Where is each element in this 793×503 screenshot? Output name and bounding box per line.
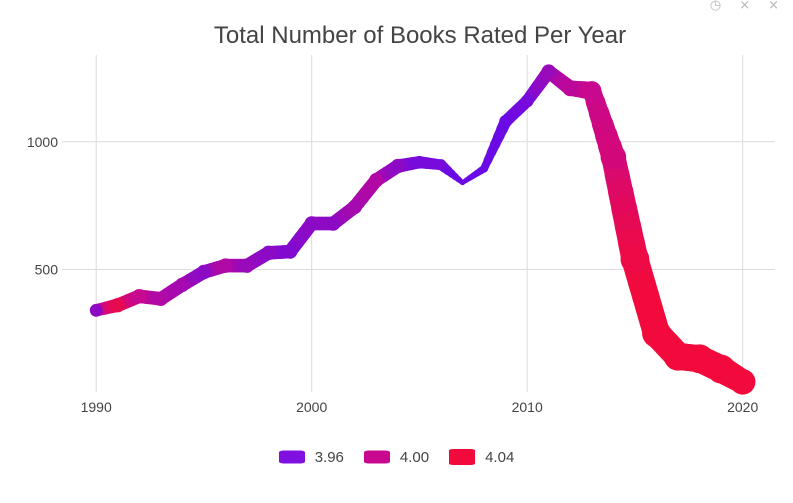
data-point bbox=[239, 258, 255, 273]
close-icon[interactable]: × bbox=[739, 0, 751, 13]
y-tick-label: 1000 bbox=[27, 134, 58, 150]
data-point bbox=[369, 172, 384, 188]
data-point bbox=[685, 344, 714, 374]
data-point bbox=[326, 216, 341, 231]
x-tick-label: 2010 bbox=[512, 399, 543, 415]
axis-labels: 1990 2000 2010 2020 500 1000 bbox=[27, 134, 759, 415]
data-point bbox=[729, 368, 756, 395]
legend-swatch bbox=[363, 450, 390, 464]
data-point bbox=[304, 216, 319, 231]
x-tick-label: 1990 bbox=[81, 399, 112, 415]
legend-label: 4.04 bbox=[485, 448, 515, 466]
data-point bbox=[390, 158, 406, 174]
legend-label: 3.96 bbox=[314, 448, 344, 466]
data-point bbox=[600, 144, 627, 170]
data-point bbox=[218, 258, 233, 273]
legend-swatch bbox=[449, 449, 476, 465]
data-point bbox=[347, 199, 362, 215]
data-point bbox=[413, 155, 426, 169]
data-point bbox=[89, 303, 103, 317]
modebar: ◷ × × bbox=[710, 0, 779, 12]
data-point bbox=[582, 81, 602, 101]
data-point bbox=[562, 80, 579, 97]
legend-label: 4.00 bbox=[399, 448, 430, 466]
line-chart: Total Number of Books Rated Per Year 199… bbox=[27, 22, 775, 415]
legend-item[interactable]: 4.04 bbox=[449, 448, 514, 466]
data-point bbox=[132, 289, 147, 304]
data-point bbox=[499, 114, 513, 128]
legend-swatch bbox=[278, 450, 305, 464]
close-icon-secondary[interactable]: × bbox=[768, 0, 779, 13]
data-point bbox=[520, 94, 534, 108]
legend: 3.96 4.00 4.04 bbox=[0, 448, 793, 466]
data-point bbox=[196, 264, 212, 280]
data-point bbox=[480, 164, 489, 173]
data-point bbox=[282, 244, 298, 259]
data-point bbox=[110, 297, 125, 313]
data-point bbox=[153, 291, 169, 307]
data-point bbox=[435, 159, 447, 171]
x-tick-label: 2000 bbox=[296, 399, 327, 415]
data-point bbox=[261, 245, 276, 261]
grid bbox=[62, 55, 775, 392]
x-tick-label: 2020 bbox=[727, 399, 758, 415]
data-point bbox=[460, 180, 465, 186]
autoscale-icon[interactable]: ◷ bbox=[709, 0, 722, 13]
y-tick-label: 500 bbox=[35, 261, 59, 277]
data-point bbox=[620, 244, 650, 274]
data-point bbox=[541, 64, 556, 79]
legend-item[interactable]: 3.96 bbox=[278, 448, 344, 466]
data-point bbox=[642, 318, 671, 348]
data-point bbox=[175, 277, 190, 292]
chart-title: Total Number of Books Rated Per Year bbox=[214, 22, 626, 49]
legend-item[interactable]: 4.00 bbox=[363, 448, 430, 466]
data-point bbox=[663, 341, 693, 371]
data-points bbox=[89, 64, 756, 395]
data-point bbox=[706, 354, 736, 384]
